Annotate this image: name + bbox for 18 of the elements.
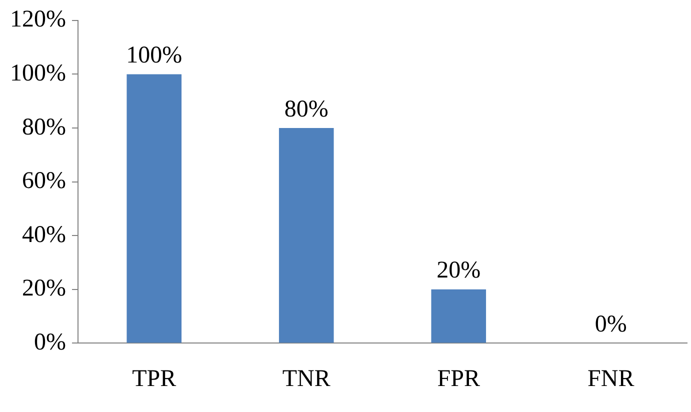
y-tick-label: 40% (22, 222, 66, 248)
x-tick-label: TPR (132, 366, 176, 392)
bar (126, 74, 182, 343)
data-label: 80% (284, 96, 328, 122)
y-tick-label: 120% (10, 6, 66, 33)
y-tick-label: 80% (22, 114, 66, 140)
bar (431, 289, 486, 343)
data-label: 20% (436, 258, 481, 284)
data-label: 100% (126, 42, 182, 68)
x-tick-label: FNR (588, 366, 634, 392)
bar (278, 128, 334, 343)
y-tick-label: 100% (10, 60, 66, 86)
x-tick-label: TNR (282, 366, 330, 392)
y-tick-label: 20% (22, 276, 66, 302)
y-tick-label: 0% (34, 329, 66, 356)
y-tick-label: 60% (22, 168, 66, 194)
x-tick-label: FPR (437, 366, 480, 392)
data-label: 0% (594, 311, 627, 338)
